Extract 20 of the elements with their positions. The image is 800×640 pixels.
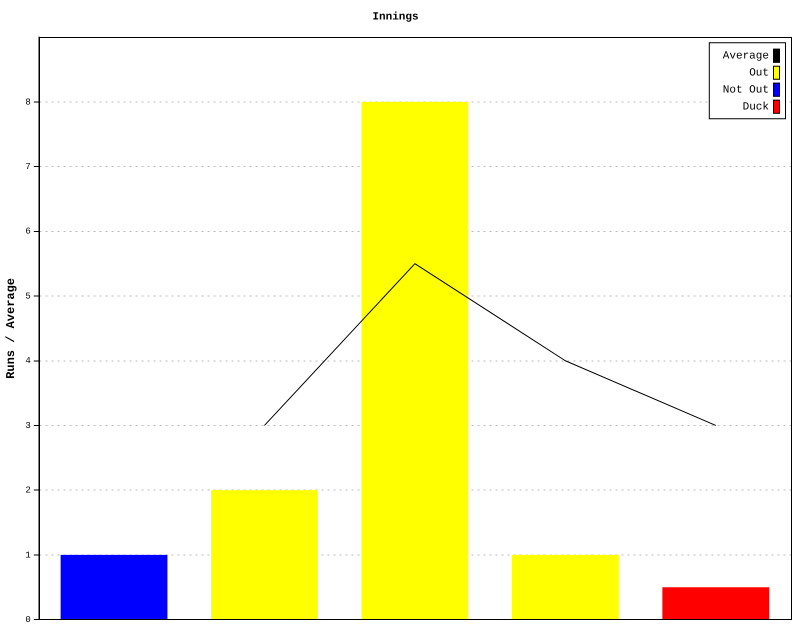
y-tick-label: 8 bbox=[25, 97, 31, 108]
y-tick-label: 4 bbox=[25, 356, 31, 366]
legend-label: Not Out bbox=[722, 84, 769, 97]
y-tick-label: 0 bbox=[25, 614, 31, 625]
y-tick-label: 7 bbox=[25, 162, 31, 172]
bar bbox=[512, 554, 619, 620]
bar bbox=[60, 554, 168, 620]
y-tick-label: 1 bbox=[25, 550, 31, 560]
legend-label: Average bbox=[722, 50, 769, 63]
bar bbox=[211, 490, 318, 620]
y-tick-label: 3 bbox=[25, 420, 31, 431]
chart-title: Innings bbox=[372, 11, 419, 24]
y-tick-label: 5 bbox=[25, 291, 31, 302]
bar bbox=[662, 587, 770, 620]
y-tick-label: 6 bbox=[25, 226, 31, 237]
y-axis-title: Runs / Average bbox=[4, 278, 18, 379]
bar bbox=[361, 102, 468, 620]
y-tick-label: 2 bbox=[25, 486, 31, 496]
legend-label: Out bbox=[749, 68, 769, 80]
legend-label: Duck bbox=[742, 102, 770, 114]
